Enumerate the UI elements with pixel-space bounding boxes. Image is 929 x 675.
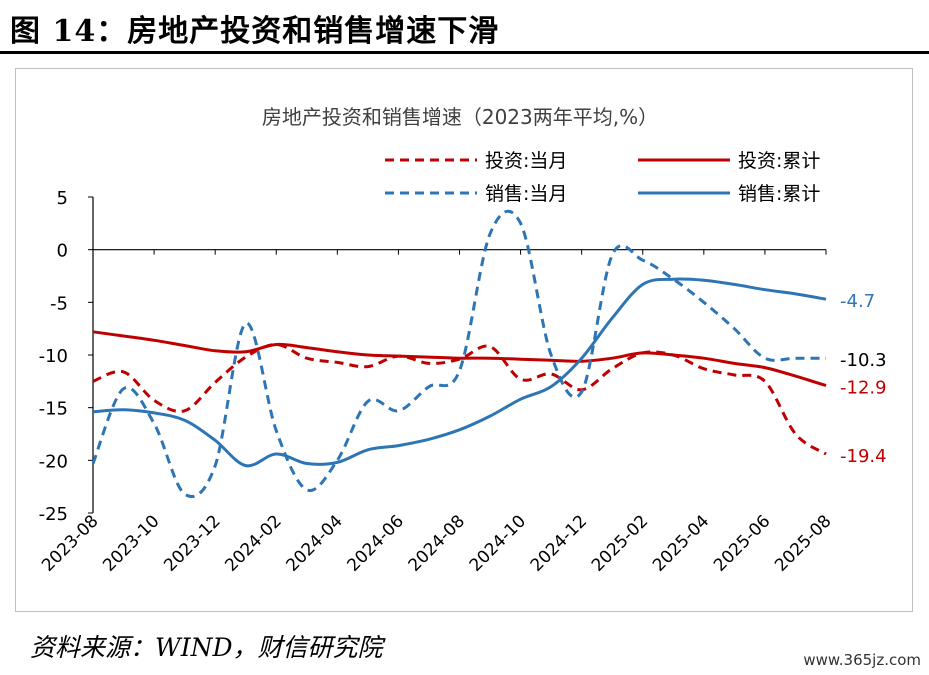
legend-label-2: 销售:当月 bbox=[485, 183, 567, 205]
x-tick-label: 2024-04 bbox=[283, 511, 347, 575]
y-tick-label: -15 bbox=[39, 399, 68, 420]
chart-frame bbox=[15, 68, 913, 612]
source-note: 资料来源：WIND，财信研究院 bbox=[30, 633, 383, 662]
x-tick-label: 2024-02 bbox=[221, 511, 285, 575]
y-tick-label: 0 bbox=[57, 241, 68, 262]
x-tick-label: 2024-06 bbox=[344, 511, 408, 575]
legend-label-3: 销售:累计 bbox=[738, 183, 820, 205]
axes: 50-5-10-15-20-252023-082023-102023-12202… bbox=[38, 188, 835, 576]
series-line-3 bbox=[92, 277, 827, 468]
chart-title: 房地产投资和销售增速（2023两年平均,%） bbox=[262, 105, 658, 129]
legend-label-1: 投资:累计 bbox=[738, 150, 820, 172]
end-label-2: -12.9 bbox=[840, 378, 887, 399]
end-label-3: -19.4 bbox=[840, 446, 887, 467]
end-label-1: -10.3 bbox=[840, 350, 887, 371]
figure-title: 图 14：房地产投资和销售增速下滑 bbox=[10, 14, 500, 49]
end-labels: -4.7 -10.3 -12.9 -19.4 bbox=[840, 291, 887, 467]
y-tick-label: -10 bbox=[39, 346, 68, 367]
x-tick-label: 2025-04 bbox=[649, 511, 713, 575]
y-tick-label: -5 bbox=[50, 293, 68, 314]
x-tick-label: 2024-08 bbox=[405, 511, 469, 575]
series-lines bbox=[91, 209, 827, 499]
x-tick-label: 2024-10 bbox=[466, 511, 530, 575]
series-line-0 bbox=[92, 342, 827, 456]
y-tick-label: 5 bbox=[57, 188, 68, 209]
x-tick-label: 2025-02 bbox=[588, 511, 652, 575]
x-tick-label: 2023-10 bbox=[99, 511, 163, 575]
y-tick-label: -25 bbox=[39, 504, 68, 525]
y-tick-label: -20 bbox=[39, 451, 68, 472]
x-tick-label: 2025-08 bbox=[771, 511, 835, 575]
x-tick-label: 2025-06 bbox=[710, 511, 774, 575]
x-tick-label: 2023-12 bbox=[160, 511, 224, 575]
series-line-2 bbox=[91, 209, 826, 499]
x-tick-label: 2024-12 bbox=[527, 511, 591, 575]
watermark: www.365jz.com bbox=[803, 651, 921, 669]
legend-label-0: 投资:当月 bbox=[485, 150, 567, 172]
title-rule bbox=[0, 51, 929, 54]
end-label-0: -4.7 bbox=[840, 291, 875, 312]
